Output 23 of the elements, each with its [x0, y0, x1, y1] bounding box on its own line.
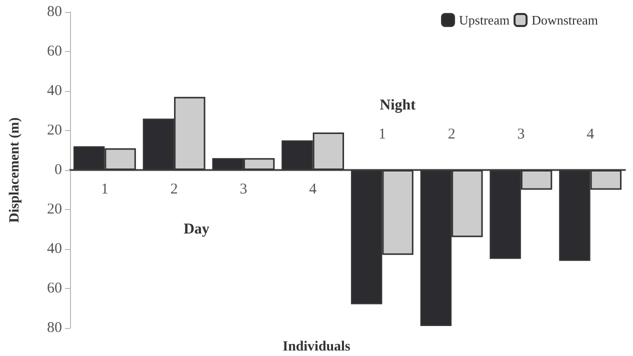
x-tick-label: 2	[448, 126, 456, 142]
y-tick-label: 0	[54, 162, 62, 178]
x-axis-title: Individuals	[282, 340, 351, 354]
legend-label: Downstream	[532, 12, 598, 28]
legend-label: Upstream	[459, 12, 510, 28]
y-tick-label: 80	[47, 4, 62, 20]
y-tick-label: 60	[47, 280, 62, 296]
annotation: Day	[184, 222, 210, 238]
x-tick-label: 3	[517, 126, 525, 142]
y-axis-title: Displacement (m)	[8, 116, 22, 223]
annotation: Night	[380, 98, 416, 114]
y-tick-label: 80	[47, 320, 62, 336]
y-tick-label: 60	[47, 44, 62, 60]
x-tick-label: 1	[378, 126, 386, 142]
y-tick-label: 20	[47, 122, 62, 138]
x-tick-label: 4	[309, 182, 318, 198]
x-tick-label: 2	[170, 182, 178, 198]
y-tick-label: 20	[47, 202, 62, 218]
x-tick-label: 3	[240, 182, 248, 198]
x-tick-label: 1	[100, 182, 108, 198]
y-tick-label: 40	[47, 241, 62, 257]
x-tick-label: 4	[586, 126, 595, 142]
y-tick-label: 40	[47, 83, 62, 99]
